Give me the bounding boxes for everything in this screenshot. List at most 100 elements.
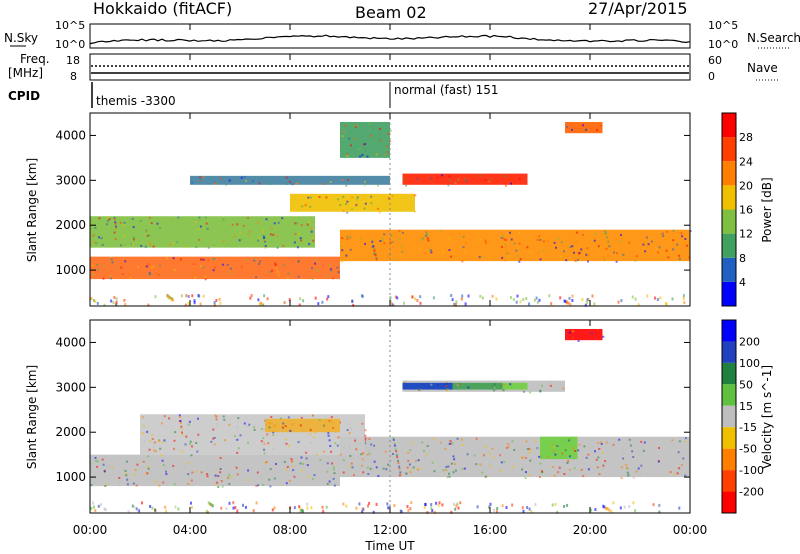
power-speckle: [387, 151, 389, 154]
velocity-speckle: [488, 462, 490, 465]
velocity-speckle: [394, 444, 396, 447]
velocity-speckle: [684, 474, 687, 477]
velocity-speckle: [282, 422, 285, 425]
power-speckle: [204, 276, 207, 279]
power-ground-speckle: [168, 296, 171, 299]
power-ground-speckle: [314, 296, 317, 300]
power-speckle: [148, 241, 151, 244]
power-ground-speckle: [538, 298, 541, 302]
power-speckle: [596, 128, 598, 131]
velocity-ground-speckle: [437, 503, 440, 507]
velocity-speckle: [218, 468, 221, 471]
power-ground-speckle: [389, 299, 392, 303]
velocity-speckle: [247, 441, 250, 444]
velocity-speckle: [330, 450, 332, 453]
power-speckle: [132, 226, 135, 229]
velocity-speckle: [148, 448, 151, 451]
power-speckle: [373, 248, 376, 251]
velocity-speckle: [230, 476, 233, 478]
power-band-4: [290, 193, 415, 212]
velocity-speckle: [125, 474, 128, 477]
velocity-speckle: [243, 422, 246, 425]
power-ground-speckle: [682, 294, 685, 298]
power-ground-speckle: [682, 297, 685, 300]
power-speckle: [375, 153, 378, 156]
velocity-speckle: [216, 475, 219, 478]
velocity-ground-speckle: [298, 505, 301, 509]
velocity-speckle: [553, 474, 556, 477]
velocity-speckle: [314, 431, 317, 434]
velocity-ground-speckle: [407, 509, 410, 512]
power-speckle: [213, 266, 216, 269]
power-ground-speckle: [351, 299, 354, 303]
velocity-speckle: [448, 475, 451, 478]
power-speckle: [295, 182, 298, 185]
power-speckle: [286, 183, 288, 185]
power-speckle: [660, 233, 663, 236]
power-speckle: [363, 183, 366, 186]
velocity-ground-speckle: [590, 508, 593, 512]
power-speckle: [115, 227, 118, 230]
power-speckle: [310, 227, 313, 230]
velocity-speckle: [500, 461, 503, 464]
power-ground-speckle: [509, 296, 512, 299]
velocity-speckle: [190, 479, 193, 482]
power-speckle: [442, 251, 445, 254]
velocity-speckle: [680, 464, 683, 466]
power-speckle: [133, 238, 136, 241]
velocity-speckle: [365, 447, 368, 450]
velocity-speckle: [187, 483, 190, 485]
velocity-speckle: [164, 467, 167, 470]
power-speckle: [156, 222, 159, 225]
velocity-speckle: [377, 475, 380, 477]
velocity-speckle: [587, 468, 590, 471]
power-speckle: [622, 253, 625, 256]
power-speckle: [269, 182, 272, 185]
velocity-speckle: [165, 470, 167, 473]
velocity-speckle: [461, 467, 464, 470]
velocity-speckle: [283, 442, 286, 445]
velocity-speckle: [549, 384, 552, 387]
velocity-speckle: [342, 446, 345, 449]
power-speckle: [379, 127, 381, 130]
power-speckle: [296, 246, 299, 249]
power-speckle: [489, 178, 492, 181]
power-ground-speckle: [455, 300, 458, 304]
velocity-speckle: [293, 475, 296, 478]
power-speckle: [341, 135, 344, 138]
power-speckle: [422, 237, 425, 240]
power-speckle: [111, 261, 114, 264]
power-speckle: [382, 239, 384, 242]
velocity-speckle: [364, 429, 367, 432]
power-speckle: [311, 267, 313, 270]
velocity-speckle: [677, 451, 680, 454]
power-ground-speckle: [184, 303, 187, 307]
velocity-speckle: [179, 420, 182, 422]
velocity-speckle: [263, 452, 266, 455]
velocity-speckle: [539, 462, 542, 465]
power-colorbar-tick-4: 20: [739, 179, 753, 192]
velocity-speckle: [290, 460, 293, 463]
velocity-speckle: [333, 472, 336, 475]
power-speckle: [400, 245, 403, 248]
velocity-colorbar-tick-4: -15: [739, 421, 757, 434]
power-speckle: [114, 222, 117, 225]
velocity-speckle: [266, 433, 269, 436]
power-ground-speckle: [416, 299, 419, 302]
power-colorbar-tick-3: 16: [739, 204, 753, 217]
power-speckle: [341, 178, 344, 181]
power-speckle: [324, 200, 327, 203]
velocity-speckle: [528, 447, 531, 450]
power-colorbar: 4 8 12 16 20 24 28: [721, 112, 753, 307]
power-speckle: [658, 246, 661, 249]
velocity-speckle: [522, 390, 525, 393]
power-speckle: [312, 239, 315, 242]
velocity-speckle: [640, 464, 643, 467]
power-speckle: [597, 245, 600, 248]
power-ground-speckle: [327, 295, 330, 299]
power-ground-speckle: [219, 301, 222, 305]
velocity-speckle: [181, 433, 184, 436]
power-speckle: [282, 244, 285, 247]
power-speckle: [349, 248, 352, 251]
velocity-speckle: [350, 462, 353, 465]
